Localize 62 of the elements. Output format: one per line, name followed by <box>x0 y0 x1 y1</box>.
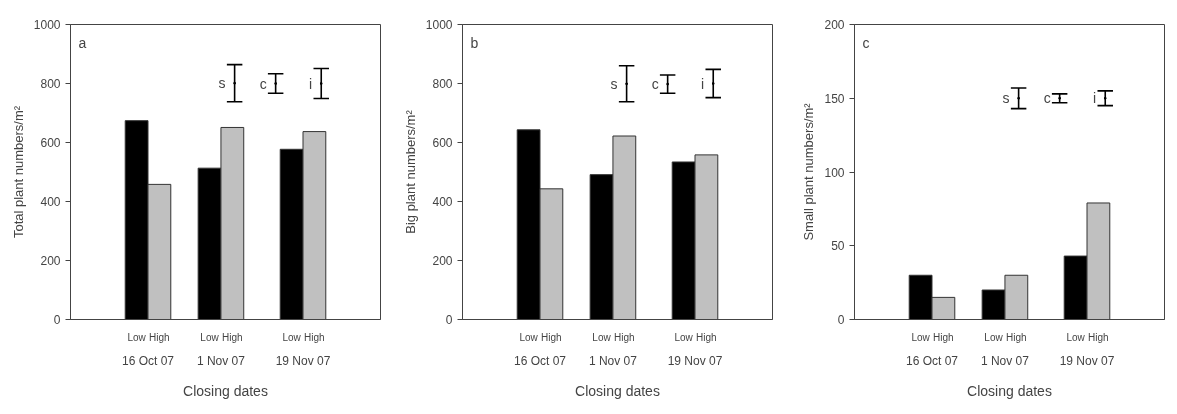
x-axis-title: Closing dates <box>967 382 1052 399</box>
series-label: s <box>218 75 226 92</box>
text: Low <box>282 331 301 343</box>
y-tick-label: 100 <box>824 165 845 180</box>
y-tick-label: 150 <box>824 91 845 106</box>
text: High <box>696 331 717 343</box>
text: Low <box>200 331 219 343</box>
y-axis-title: Big plant numbers/m² <box>402 109 418 234</box>
annotation: a <box>78 34 87 51</box>
x-tick-label: 19 Nov 07 <box>667 353 723 368</box>
text: High <box>614 331 635 343</box>
x-tick-label: 16 Oct 07 <box>121 353 175 368</box>
text: High <box>222 331 243 343</box>
series-label: Low <box>911 331 931 343</box>
y-tick-label: 1000 <box>33 18 61 32</box>
text: Low <box>984 331 1003 343</box>
y-tick-label: 600 <box>432 136 453 150</box>
x-tick-label: 16 Oct 07 <box>905 353 959 368</box>
y-axis-title: Total plant numbers/m² <box>10 105 26 239</box>
x-tick-label: 1 Nov 07 <box>588 353 638 368</box>
y-tick-label: 0 <box>445 313 453 327</box>
annotation: b <box>470 34 479 51</box>
text: Low <box>674 331 693 343</box>
text: High <box>1006 331 1027 343</box>
y-axis-title: Small plant numbers/m² <box>801 102 817 241</box>
series-label: i <box>701 75 705 92</box>
series-label: c <box>259 75 267 92</box>
annotation: c <box>862 34 870 51</box>
x-tick-label: 19 Nov 07 <box>275 353 331 368</box>
x-tick-label: 16 Oct 07 <box>513 353 567 368</box>
y-tick-label: 200 <box>824 18 845 32</box>
x-tick-label: 1 Nov 07 <box>980 353 1030 368</box>
x-axis-title: Closing dates <box>575 382 660 399</box>
series-label: High <box>933 331 954 343</box>
series-label: s <box>610 75 618 92</box>
x-axis-title: Closing dates <box>183 382 268 399</box>
series-label: s <box>1002 90 1010 107</box>
y-tick-label: 200 <box>40 254 61 268</box>
y-tick-label: 200 <box>432 254 453 268</box>
series-label: High <box>149 331 170 343</box>
y-tick-label: 1000 <box>425 18 453 32</box>
text: Low <box>592 331 611 343</box>
y-tick-label: 0 <box>837 313 845 327</box>
series-label: i <box>1093 90 1097 107</box>
x-tick-label: 19 Nov 07 <box>1059 353 1115 368</box>
y-tick-label: 50 <box>831 239 845 254</box>
y-tick-label: 600 <box>40 136 61 150</box>
y-tick-label: 800 <box>40 77 61 91</box>
series-label: Low <box>519 331 539 343</box>
y-tick-label: 0 <box>53 313 61 327</box>
series-label: Low <box>127 331 147 343</box>
text: High <box>1088 331 1109 343</box>
x-tick-label: 1 Nov 07 <box>196 353 246 368</box>
series-label: i <box>309 75 313 92</box>
series-label: c <box>1043 90 1051 107</box>
y-tick-label: 400 <box>40 195 61 209</box>
series-label: c <box>651 76 659 93</box>
y-tick-label: 400 <box>432 195 453 209</box>
series-label: High <box>541 331 562 343</box>
text: Low <box>1066 331 1085 343</box>
text: High <box>304 331 325 343</box>
y-tick-label: 800 <box>432 77 453 91</box>
